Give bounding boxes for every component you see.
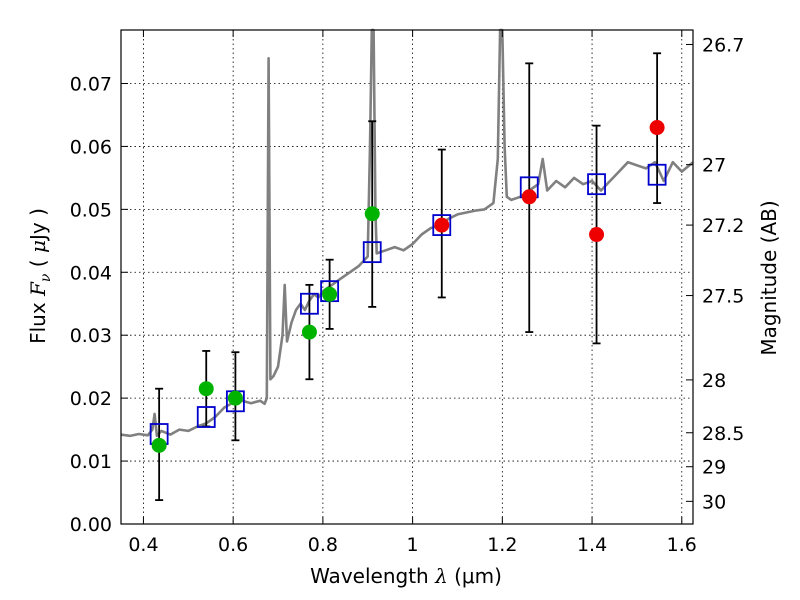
y2-tick-label: 27 [702,155,726,177]
y2-tick-label: 30 [702,491,726,513]
x-tick-label: 1.6 [667,534,697,556]
y2-tick-label: 27.2 [702,215,744,237]
observed-point-red [649,120,665,136]
observed-point-green [151,437,167,453]
observed-point-red [434,217,450,233]
observed-point-green [322,286,338,302]
y2-tick-label: 26.7 [702,34,744,56]
x-axis-label: Wavelength λ (μm) [310,564,502,588]
model-photometry-box [362,241,382,264]
y2-tick-label: 28 [702,370,726,392]
tick-labels: 0.4 0.6 0.8 1 1.2 1.4 1.6 0.00 0.01 0.02 0.03 0.04 0… [70,34,745,556]
model-photometry-box [587,173,606,196]
y2-axis-label: Magnitude (AB) [757,200,781,355]
model-photometry-box [196,406,216,428]
x-tick-label: 0.4 [128,534,158,556]
errorbar-layer [155,52,662,501]
observed-point-red [521,189,537,205]
x-tick-label: 0.8 [308,534,338,556]
model-photometry-box [432,214,452,236]
x-tick-label: 1.2 [487,534,517,556]
y-tick-label: 0.02 [70,388,112,410]
y2-tick-label: 27.5 [702,286,744,308]
y2-tick-label: 29 [702,457,726,479]
observed-point-green [198,381,214,397]
x-tick-label: 0.6 [218,534,248,556]
y-tick-label: 0.00 [70,514,112,536]
x-tick-label: 1.4 [577,534,607,556]
observed-point-green [364,206,380,222]
y-axis-label: Flux Fν ( μJy ) [26,208,54,344]
y-tick-label: 0.05 [70,199,112,221]
plot-frame [120,29,694,525]
y-tick-label: 0.04 [70,262,112,284]
y-tick-label: 0.06 [70,136,112,158]
observed-point-green [227,390,243,406]
model-photometry-box [300,292,319,315]
y-tick-label: 0.01 [70,451,112,473]
model-photometry-box [647,163,667,186]
observed-point-green [301,324,317,340]
y-tick-label: 0.03 [70,325,112,347]
observed-point-red [589,227,605,243]
y2-tick-label: 28.5 [702,423,744,445]
y-tick-label: 0.07 [70,73,112,95]
plot-frame-border [120,29,694,525]
grid [121,30,693,525]
x-tick-label: 1 [407,534,419,556]
model-photometry-layer [149,163,667,445]
tick-marks [121,30,693,525]
observed-points-layer [151,120,665,453]
